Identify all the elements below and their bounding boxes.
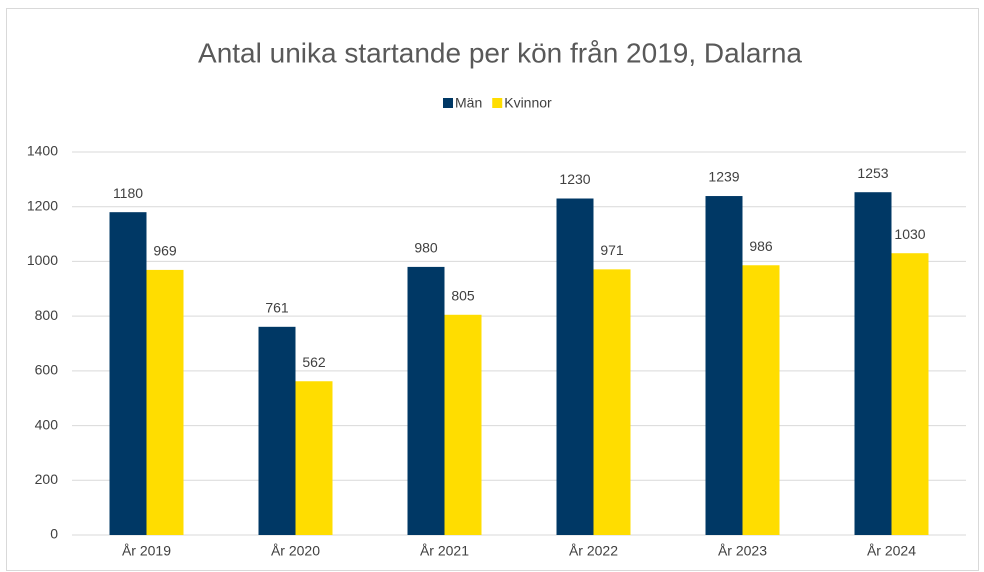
x-tick-label: År 2021 [420, 543, 469, 559]
x-tick-label: År 2020 [271, 543, 320, 559]
y-tick-label: 0 [50, 526, 58, 542]
data-label: 761 [265, 300, 289, 316]
data-label: 562 [302, 354, 326, 370]
y-tick-label: 400 [35, 416, 59, 432]
data-label: 805 [451, 287, 475, 303]
data-label: 1239 [708, 169, 739, 185]
data-label: 969 [153, 243, 177, 259]
y-tick-label: 800 [35, 307, 59, 323]
x-tick-label: År 2023 [718, 543, 767, 559]
y-tick-label: 1000 [27, 252, 58, 268]
data-label: 1180 [113, 185, 143, 201]
legend-label: Kvinnor [504, 95, 552, 111]
data-label: 980 [414, 240, 438, 256]
x-tick-label: År 2024 [867, 543, 916, 559]
data-label: 1253 [857, 165, 888, 181]
y-tick-label: 600 [35, 362, 59, 378]
bar [258, 326, 296, 535]
bar [444, 314, 482, 535]
bar [556, 198, 594, 535]
bar [593, 269, 631, 535]
x-tick-label: År 2022 [569, 543, 618, 559]
bar [407, 266, 445, 535]
y-tick-label: 200 [35, 471, 59, 487]
legend-swatch [492, 98, 503, 108]
bar [891, 253, 929, 535]
bar [854, 192, 892, 535]
bar [705, 196, 743, 536]
bar [146, 269, 184, 535]
legend-label: Män [455, 95, 482, 111]
data-label: 971 [600, 242, 624, 258]
bar [742, 265, 780, 535]
y-tick-label: 1400 [27, 143, 58, 159]
data-label: 1030 [894, 226, 925, 242]
bar [295, 381, 333, 535]
legend-swatch [443, 98, 453, 108]
chart-title: Antal unika startande per kön från 2019,… [198, 37, 802, 68]
bar [109, 212, 147, 535]
data-label: 986 [749, 238, 773, 254]
x-tick-label: År 2019 [122, 543, 171, 559]
data-label: 1230 [559, 171, 590, 187]
y-tick-label: 1200 [27, 197, 58, 213]
